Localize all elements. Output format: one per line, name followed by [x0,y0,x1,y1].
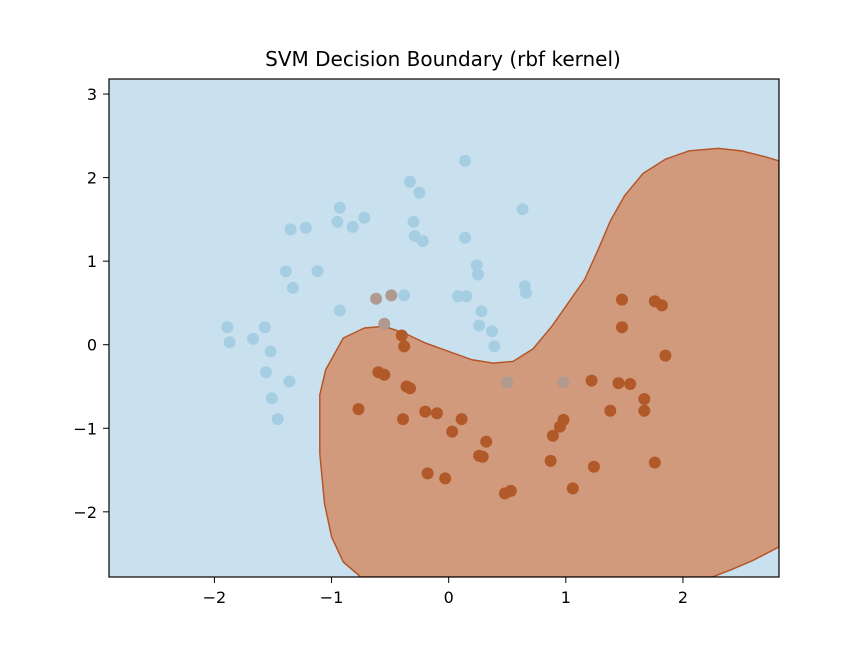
data-point-class-1 [587,460,600,473]
data-point-class-0 [271,413,284,426]
data-point-class-0 [472,268,484,281]
data-point-class-0 [416,235,429,248]
data-point-class-0 [459,231,472,244]
data-point-class-1 [604,404,617,417]
data-point-class-1 [544,454,557,467]
data-point-class-0 [486,325,498,338]
data-point-class-0 [299,221,312,234]
y-tick-label: 3 [87,85,97,104]
plot-frame [108,78,780,578]
data-point-class-0 [346,220,359,233]
data-point-class-0 [459,154,472,167]
data-point-class-0 [279,265,292,278]
data-point-class-1 [419,405,432,418]
data-point-class-1 [397,413,409,426]
chart-title: SVM Decision Boundary (rbf kernel) [265,47,621,71]
data-point-class-1 [378,368,391,381]
data-point-class-0 [247,332,260,345]
x-tick-label: −1 [320,588,344,607]
data-point-class-0 [258,321,271,334]
data-point-class-0 [358,211,371,224]
data-point-class-1 [638,404,651,417]
data-point-class-1 [398,340,411,353]
data-point-class-1 [504,484,517,497]
data-point-class-1 [624,378,637,390]
data-point-class-0 [520,286,532,299]
data-point-class-0 [516,203,529,216]
data-point-class-1 [446,425,459,438]
data-point-misclassified [385,289,398,302]
data-point-class-1 [431,407,443,420]
data-point-class-0 [404,175,416,188]
data-point-class-0 [286,281,299,294]
data-point-class-1 [395,329,408,342]
data-point-class-0 [488,340,501,353]
data-point-class-0 [223,336,236,349]
data-point-class-1 [616,293,628,306]
data-point-class-0 [311,265,324,278]
decision-region-class-1 [319,147,779,577]
data-point-class-1 [352,403,365,416]
data-point-class-1 [439,472,452,485]
data-point-class-1 [585,374,598,387]
data-point-class-1 [404,382,416,395]
data-point-class-0 [452,290,465,303]
data-point-class-1 [638,393,651,405]
data-point-class-0 [283,375,296,388]
plot-area [108,78,780,578]
data-point-misclassified [378,317,391,330]
data-point-class-1 [648,456,661,469]
data-point-class-1 [659,349,672,362]
data-point-class-0 [460,290,473,303]
data-point-class-0 [264,345,277,358]
data-point-class-1 [480,435,493,448]
data-point-class-0 [333,304,346,317]
data-point-class-0 [470,259,483,272]
data-point-class-0 [260,366,272,379]
data-point-class-1 [476,450,489,463]
data-point-class-0 [398,289,411,302]
data-point-class-1 [455,413,468,426]
y-axis: −2 −1 0 1 2 3 [73,85,109,522]
data-point-class-0 [475,305,488,318]
x-axis: −2 −1 0 1 2 [203,577,688,607]
data-point-class-0 [413,186,426,199]
data-point-class-1 [612,377,625,390]
y-tick-label: 1 [87,252,97,271]
y-tick-label: 2 [87,169,97,188]
data-point-class-0 [265,392,278,405]
data-point-class-0 [473,319,486,332]
y-tick-label: 0 [87,336,97,355]
data-point-class-0 [284,223,297,236]
data-point-misclassified [370,292,383,305]
data-point-class-0 [331,215,344,228]
x-tick-label: −2 [203,588,227,607]
data-point-class-1 [655,299,668,312]
data-point-class-1 [421,467,434,480]
data-point-misclassified [557,376,570,389]
data-point-class-1 [566,482,579,495]
data-point-class-1 [557,413,570,426]
data-point-misclassified [501,376,514,389]
data-point-class-1 [616,321,628,334]
x-tick-label: 1 [561,588,571,607]
y-tick-label: −2 [73,503,97,522]
x-tick-label: 0 [444,588,454,607]
data-point-class-0 [333,201,346,214]
data-point-class-1 [546,429,559,442]
y-tick-label: −1 [73,419,97,438]
x-tick-label: 2 [678,588,688,607]
data-point-class-0 [407,215,420,228]
data-point-class-0 [221,321,234,334]
